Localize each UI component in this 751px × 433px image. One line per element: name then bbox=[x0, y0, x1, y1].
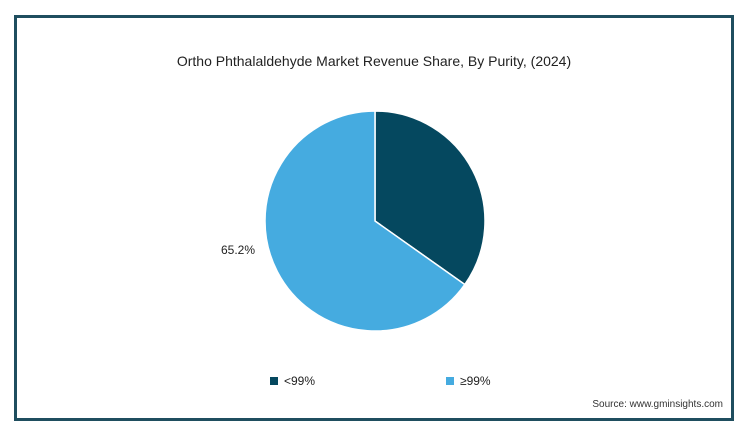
legend-label-ge99: ≥99% bbox=[460, 374, 491, 388]
chart-title: Ortho Phthalaldehyde Market Revenue Shar… bbox=[176, 53, 572, 69]
legend-swatch-lt99 bbox=[270, 377, 278, 385]
pie-chart bbox=[264, 110, 486, 332]
legend-swatch-ge99 bbox=[446, 377, 454, 385]
legend-label-lt99: <99% bbox=[284, 374, 316, 388]
chart-frame: Ortho Phthalaldehyde Market Revenue Shar… bbox=[14, 15, 734, 421]
pie-slice-1 bbox=[264, 110, 466, 332]
pie-slice-0 bbox=[374, 110, 486, 286]
legend-item-ge99: ≥99% bbox=[446, 374, 491, 388]
source-note: Source: www.gminsights.com bbox=[592, 399, 723, 410]
legend-item-lt99: <99% bbox=[270, 374, 315, 388]
data-label-ge99: 65.2% bbox=[221, 243, 256, 257]
